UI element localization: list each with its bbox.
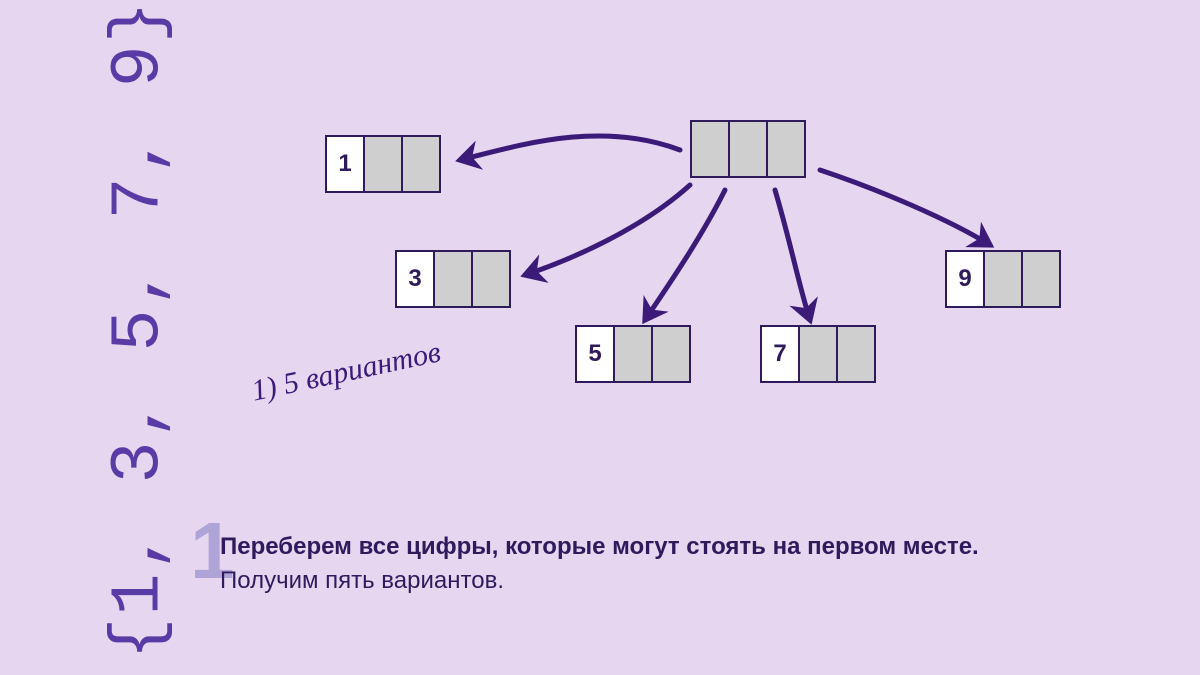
slide-stage: {1, 3, 5, 7, 9}135791) 5 вариантов1Переб… bbox=[0, 0, 1200, 675]
empty-cell bbox=[613, 325, 653, 383]
empty-cell bbox=[836, 325, 876, 383]
empty-cell bbox=[690, 120, 730, 178]
arrow-1 bbox=[460, 136, 680, 160]
empty-cell bbox=[766, 120, 806, 178]
arrow-4 bbox=[775, 190, 810, 320]
caption-line-1: Переберем все цифры, которые могут стоят… bbox=[220, 530, 979, 564]
caption: Переберем все цифры, которые могут стоят… bbox=[220, 530, 979, 598]
handwritten-note: 1) 5 вариантов bbox=[249, 335, 444, 408]
empty-cell bbox=[363, 135, 403, 193]
digit-cell: 7 bbox=[760, 325, 800, 383]
caption-line-2: Получим пять вариантов. bbox=[220, 564, 979, 598]
empty-cell bbox=[471, 250, 511, 308]
empty-cell bbox=[983, 250, 1023, 308]
empty-cell bbox=[728, 120, 768, 178]
cell-group-g7: 7 bbox=[760, 325, 876, 383]
cell-group-g3: 3 bbox=[395, 250, 511, 308]
cell-group-g1: 1 bbox=[325, 135, 441, 193]
empty-cell bbox=[433, 250, 473, 308]
digit-cell: 3 bbox=[395, 250, 435, 308]
digit-cell: 9 bbox=[945, 250, 985, 308]
empty-cell bbox=[651, 325, 691, 383]
digit-cell: 1 bbox=[325, 135, 365, 193]
cell-group-root bbox=[690, 120, 806, 178]
arrow-5 bbox=[820, 170, 990, 245]
cell-group-g5: 5 bbox=[575, 325, 691, 383]
arrow-2 bbox=[525, 185, 690, 275]
empty-cell bbox=[401, 135, 441, 193]
arrow-3 bbox=[645, 190, 725, 320]
cell-group-g9: 9 bbox=[945, 250, 1061, 308]
empty-cell bbox=[798, 325, 838, 383]
digit-cell: 5 bbox=[575, 325, 615, 383]
empty-cell bbox=[1021, 250, 1061, 308]
digit-set-label: {1, 3, 5, 7, 9} bbox=[101, 20, 180, 660]
